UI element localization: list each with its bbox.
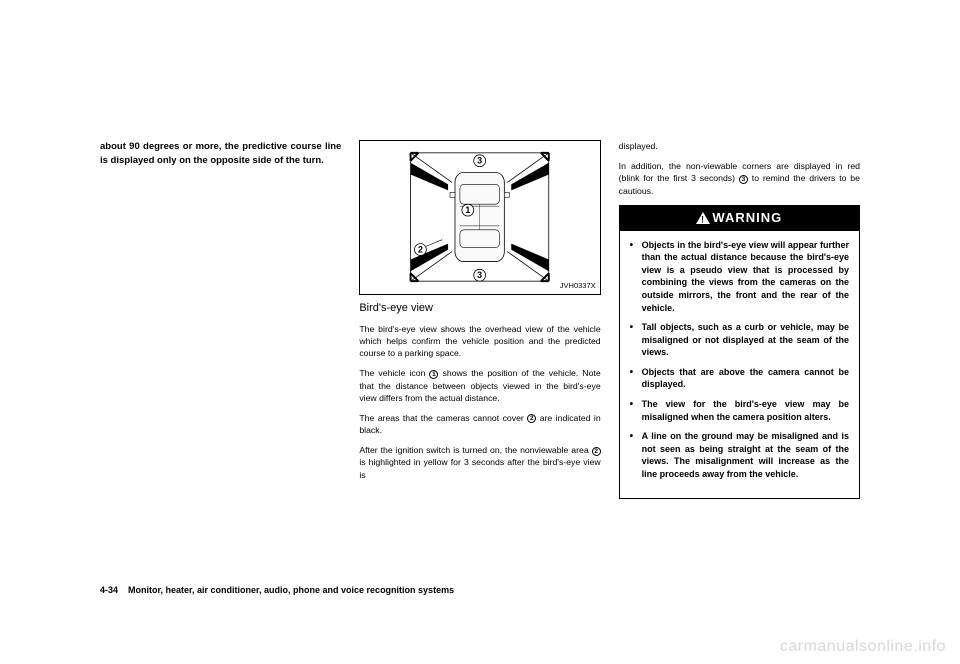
diagram-label-3-bottom: 3: [478, 270, 483, 280]
column-2: 3 1 2 3 JVH0337X Bird's-eye view The bir…: [359, 140, 600, 560]
diagram-label-2: 2: [418, 245, 423, 255]
warning-list: Objects in the bird's-eye view will appe…: [630, 239, 849, 481]
col3-p2: In addition, the non-viewable corners ar…: [619, 160, 860, 197]
three-column-layout: about 90 degrees or more, the predic­tiv…: [100, 140, 860, 560]
col3-p1: displayed.: [619, 140, 860, 152]
warning-item: A line on the ground may be mis­aligned …: [630, 430, 849, 480]
col2-p2-a: The vehicle icon: [359, 368, 429, 378]
chapter-title: Monitor, heater, air conditioner, audio,…: [128, 585, 454, 595]
warning-title-text: WARNING: [712, 210, 782, 225]
page-footer: 4-34 Monitor, heater, air conditioner, au…: [100, 585, 454, 595]
col2-p3-a: The areas that the cameras cannot cover: [359, 413, 527, 423]
inline-circle-2a: 2: [527, 414, 536, 423]
warning-body: Objects in the bird's-eye view will appe…: [620, 231, 859, 498]
col2-p3: The areas that the cameras cannot cover …: [359, 412, 600, 436]
warning-item: Tall objects, such as a curb or vehicle,…: [630, 321, 849, 359]
warning-item: Objects that are above the camera cannot…: [630, 366, 849, 391]
col2-p4: After the ignition switch is turned on, …: [359, 444, 600, 481]
watermark: carmanualsonline.info: [780, 638, 946, 656]
warning-header: ! WARNING: [620, 206, 859, 231]
warning-box: ! WARNING Objects in the bird's-eye view…: [619, 205, 860, 499]
warning-item: The view for the bird's-eye view may be …: [630, 398, 849, 423]
page-number: 4-34: [100, 585, 118, 595]
col2-p4-a: After the ignition switch is turned on, …: [359, 445, 591, 455]
svg-text:!: !: [701, 214, 705, 224]
warning-icon: !: [696, 212, 710, 224]
column-1: about 90 degrees or more, the predic­tiv…: [100, 140, 341, 560]
vehicle-diagram-svg: 3 1 2 3: [360, 141, 599, 294]
col2-p4-b: is highlighted in yellow for 3 seconds a…: [359, 457, 600, 479]
section-heading-birds-eye: Bird's-eye view: [359, 301, 600, 317]
diagram-code: JVH0337X: [560, 281, 596, 292]
inline-circle-3: 3: [739, 175, 748, 184]
inline-circle-2b: 2: [592, 447, 601, 456]
diagram-label-3-top: 3: [478, 156, 483, 166]
col2-p2: The vehicle icon 1 shows the position of…: [359, 367, 600, 404]
diagram-label-1: 1: [466, 205, 471, 215]
column-3: displayed. In addition, the non-viewable…: [619, 140, 860, 560]
birds-eye-diagram: 3 1 2 3 JVH0337X: [359, 140, 600, 295]
page-content: about 90 degrees or more, the predic­tiv…: [100, 140, 860, 595]
col2-p1: The bird's-eye view shows the overhead v…: [359, 323, 600, 360]
warning-item: Objects in the bird's-eye view will appe…: [630, 239, 849, 315]
col1-continuation-text: about 90 degrees or more, the predic­tiv…: [100, 140, 341, 168]
